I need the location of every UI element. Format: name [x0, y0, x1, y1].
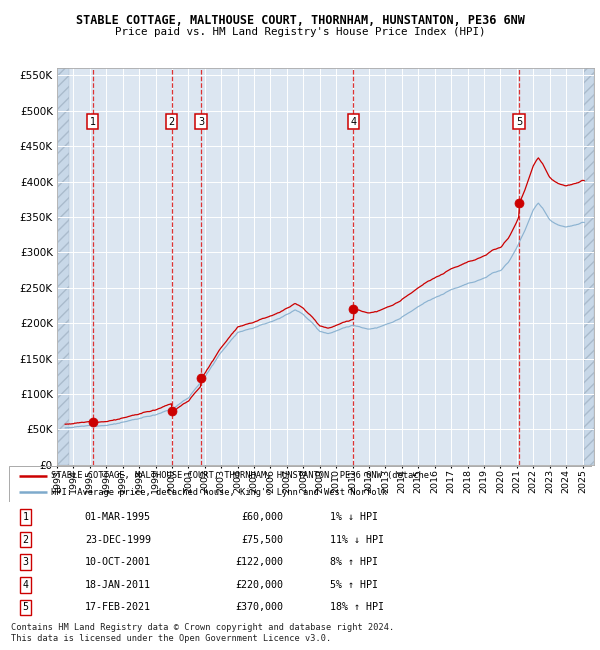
Text: 2: 2: [22, 535, 28, 545]
Bar: [57, 68, 70, 465]
Text: Contains HM Land Registry data © Crown copyright and database right 2024.: Contains HM Land Registry data © Crown c…: [11, 623, 394, 632]
Text: 01-MAR-1995: 01-MAR-1995: [85, 512, 151, 522]
Bar: [584, 68, 594, 465]
Text: STABLE COTTAGE, MALTHOUSE COURT, THORNHAM, HUNSTANTON, PE36 6NW: STABLE COTTAGE, MALTHOUSE COURT, THORNHA…: [76, 14, 524, 27]
Text: 5: 5: [516, 117, 522, 127]
Text: 3: 3: [22, 557, 28, 567]
Text: 4: 4: [22, 580, 28, 590]
Text: 17-FEB-2021: 17-FEB-2021: [85, 603, 151, 612]
Text: £122,000: £122,000: [235, 557, 283, 567]
Text: 18% ↑ HPI: 18% ↑ HPI: [330, 603, 384, 612]
Text: £370,000: £370,000: [235, 603, 283, 612]
Text: 1: 1: [89, 117, 95, 127]
Text: 1: 1: [22, 512, 28, 522]
Text: Price paid vs. HM Land Registry's House Price Index (HPI): Price paid vs. HM Land Registry's House …: [115, 27, 485, 37]
Text: This data is licensed under the Open Government Licence v3.0.: This data is licensed under the Open Gov…: [11, 634, 331, 644]
Text: 11% ↓ HPI: 11% ↓ HPI: [330, 535, 384, 545]
Text: £75,500: £75,500: [241, 535, 283, 545]
Text: 4: 4: [350, 117, 356, 127]
Text: 18-JAN-2011: 18-JAN-2011: [85, 580, 151, 590]
Text: 8% ↑ HPI: 8% ↑ HPI: [330, 557, 378, 567]
Text: 10-OCT-2001: 10-OCT-2001: [85, 557, 151, 567]
Text: 23-DEC-1999: 23-DEC-1999: [85, 535, 151, 545]
Text: 3: 3: [198, 117, 204, 127]
Text: 2: 2: [169, 117, 175, 127]
Text: £60,000: £60,000: [241, 512, 283, 522]
Text: 1% ↓ HPI: 1% ↓ HPI: [330, 512, 378, 522]
Text: STABLE COTTAGE, MALTHOUSE COURT, THORNHAM, HUNSTANTON, PE36 6NW (detache: STABLE COTTAGE, MALTHOUSE COURT, THORNHA…: [51, 471, 429, 480]
Text: HPI: Average price, detached house, King's Lynn and West Norfolk: HPI: Average price, detached house, King…: [51, 488, 387, 497]
Text: £220,000: £220,000: [235, 580, 283, 590]
Text: 5% ↑ HPI: 5% ↑ HPI: [330, 580, 378, 590]
Text: 5: 5: [22, 603, 28, 612]
